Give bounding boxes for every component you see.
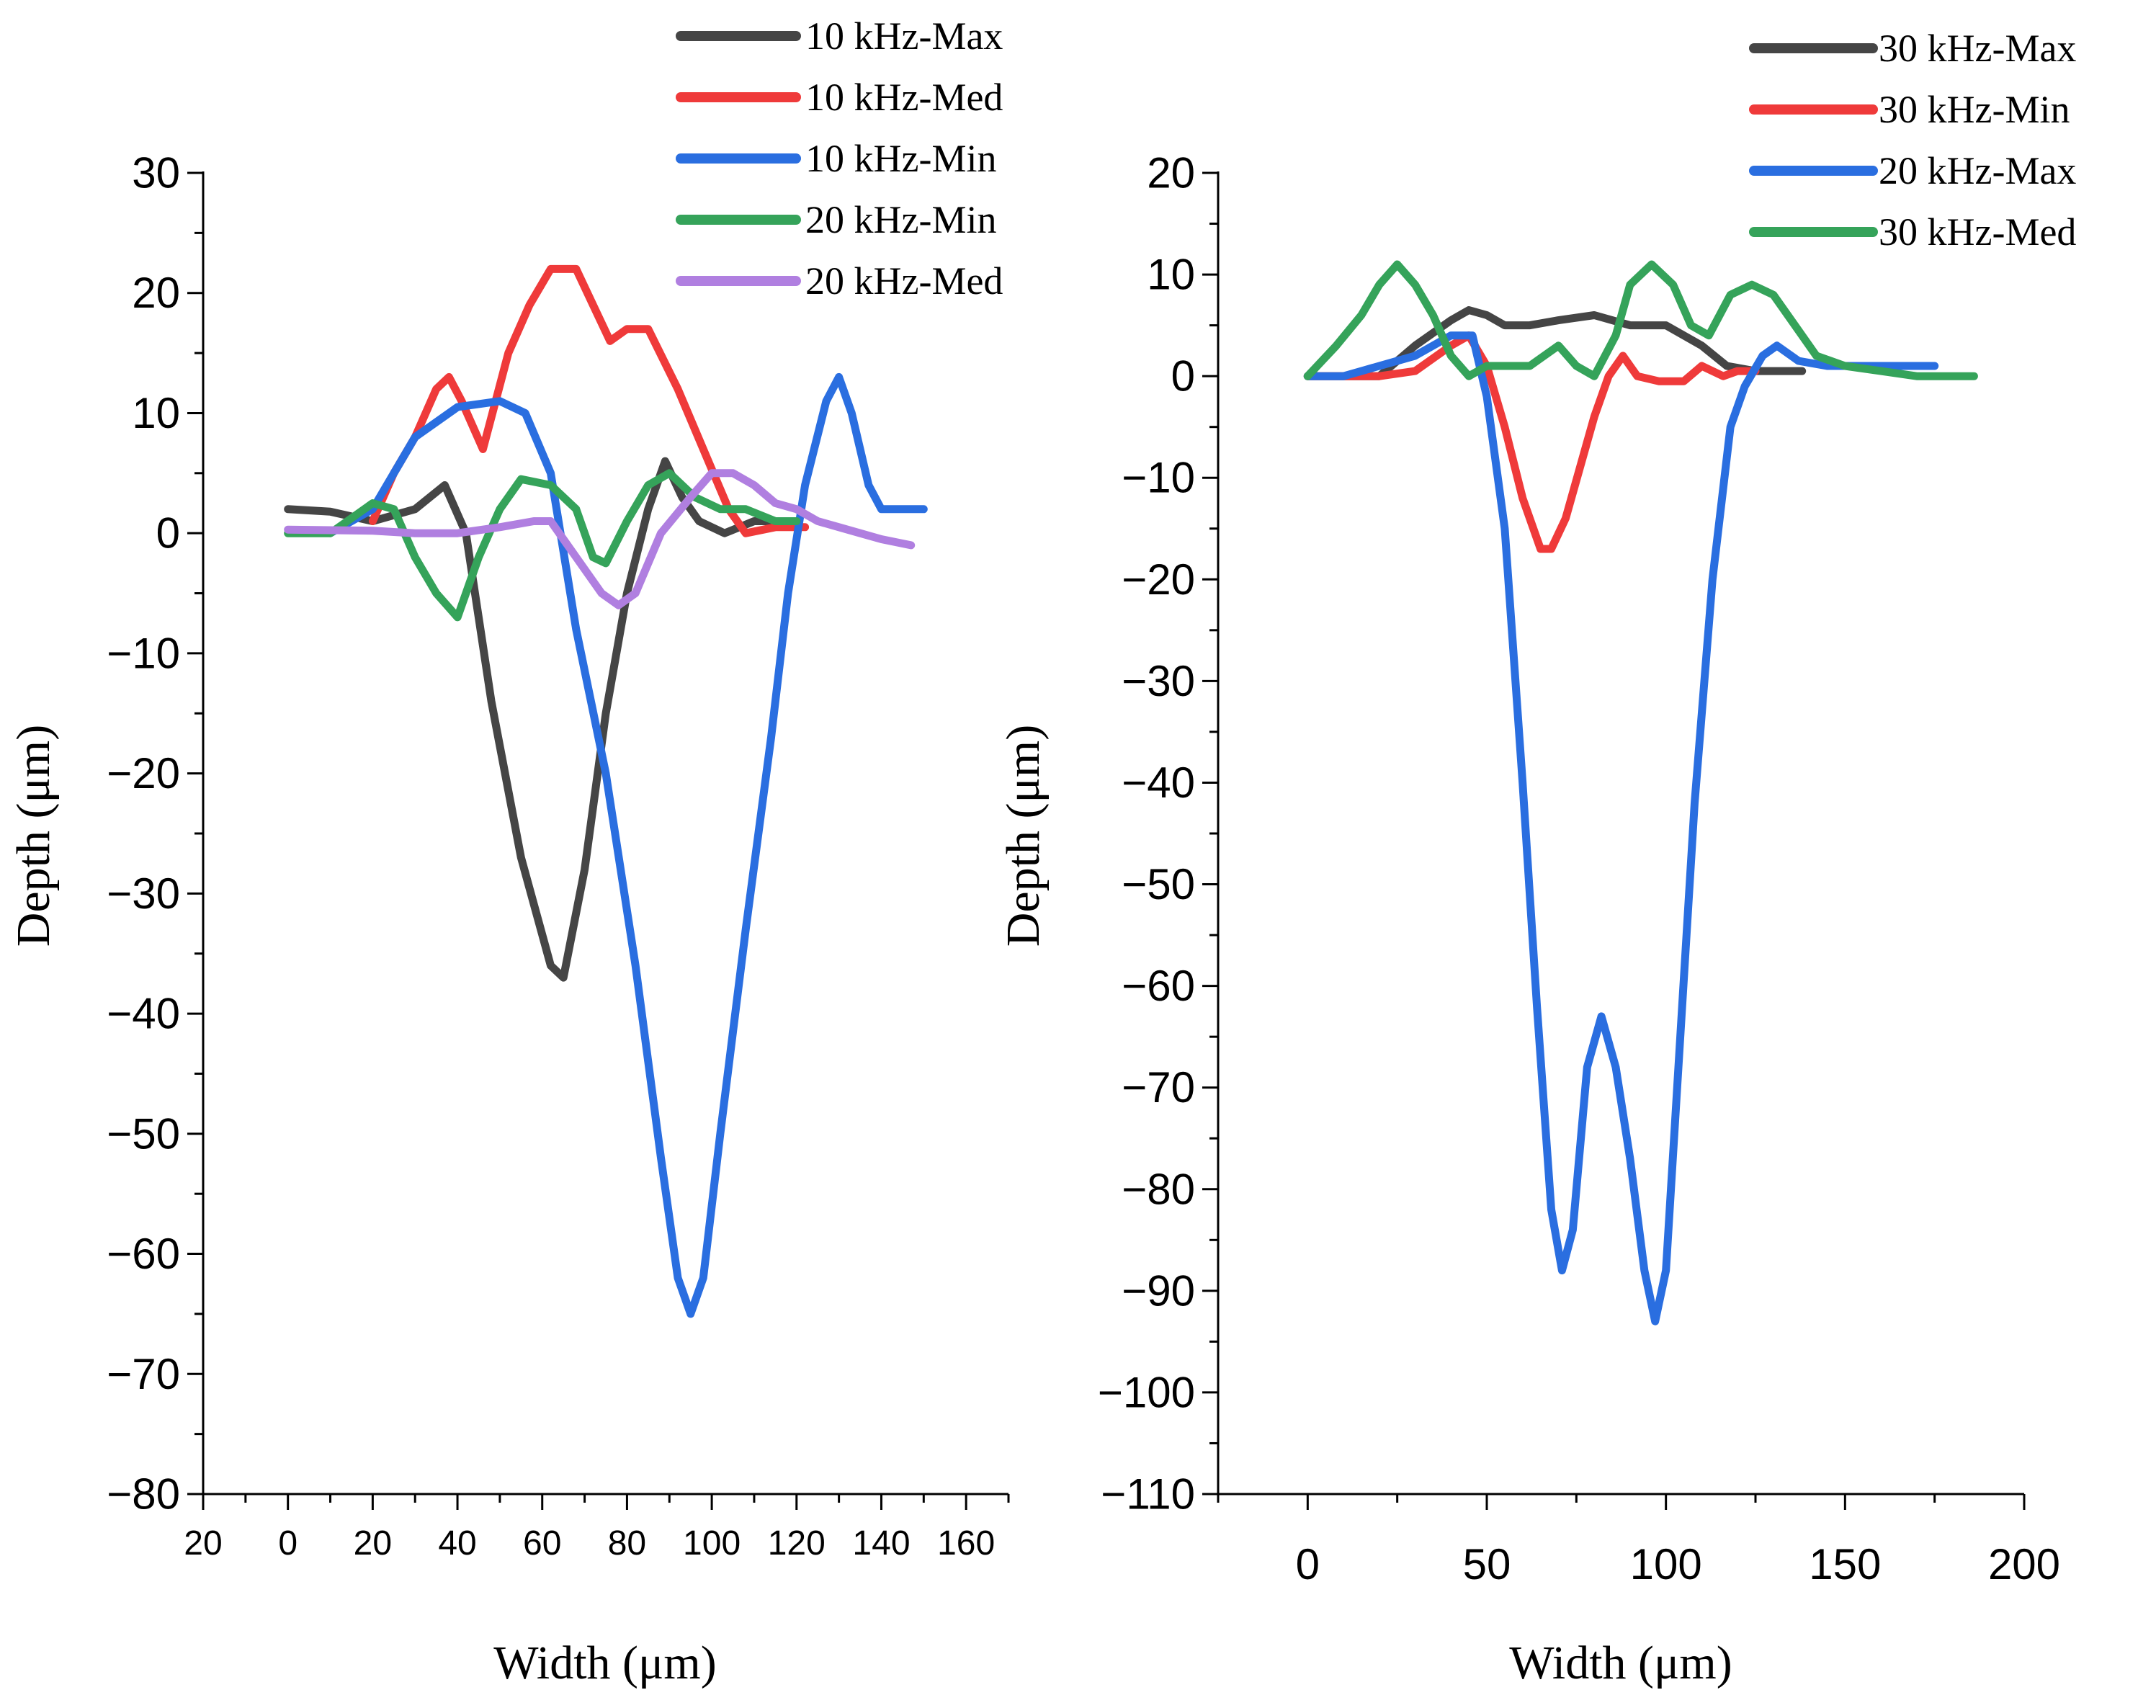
right-y-tick-label: −20: [1122, 555, 1195, 604]
right-y-tick-label: −50: [1122, 860, 1195, 908]
right-x-tick-label: 50: [1463, 1540, 1511, 1588]
left-y-tick-label: 10: [132, 389, 180, 437]
left-y-tick-label: −80: [107, 1470, 180, 1519]
left-x-tick-label: 100: [683, 1524, 741, 1562]
right-chart: 20100−10−20−30−40−50−60−70−80−90−100−110…: [997, 27, 2076, 1689]
legend-label: 10 kHz-Max: [805, 14, 1003, 58]
left-y-tick-label: −30: [107, 869, 180, 918]
right-series: [1303, 260, 1978, 1325]
right-y-tick-label: 0: [1171, 352, 1195, 401]
series-line-30-khz-min: [1303, 331, 1760, 553]
left-y-tick-label: −50: [107, 1109, 180, 1158]
left-y-tick-label: −60: [107, 1230, 180, 1278]
left-y-tick-label: 0: [156, 509, 180, 558]
right-y-tick-label: −90: [1122, 1266, 1195, 1315]
left-series: [284, 264, 928, 1318]
right-y-tick-label: −70: [1122, 1063, 1195, 1112]
right-y-tick-label: −80: [1122, 1165, 1195, 1213]
legend-label: 10 kHz-Med: [805, 76, 1003, 119]
right-ticks: 20100−10−20−30−40−50−60−70−80−90−100−110…: [1098, 149, 2060, 1589]
right-y-tick-label: −60: [1122, 962, 1195, 1010]
left-y-axis-title: Depth (μm): [7, 725, 60, 947]
right-y-tick-label: −40: [1122, 759, 1195, 807]
left-x-tick-label: 20: [354, 1524, 392, 1562]
right-y-tick-label: −30: [1122, 657, 1195, 705]
series-line-30-khz-max: [1303, 306, 1807, 380]
series-line-10-khz-med: [368, 264, 810, 537]
left-y-tick-label: 20: [132, 269, 180, 317]
left-x-tick-label: 20: [184, 1524, 222, 1562]
right-y-tick-label: 10: [1147, 251, 1195, 299]
right-y-tick-label: 20: [1147, 149, 1195, 197]
left-legend: 10 kHz-Max 10 kHz-Med 10 kHz-Min 20 kHz-Min…: [676, 14, 1003, 303]
series-line-30-khz-med: [1303, 260, 1978, 380]
legend-label: 20 kHz-Max: [1879, 149, 2076, 192]
series-line-20-khz-med: [284, 469, 916, 609]
series-line-20-khz-max: [1303, 331, 1939, 1325]
right-y-tick-label: −110: [1101, 1470, 1195, 1519]
right-x-axis-title: Width (μm): [1509, 1637, 1732, 1689]
right-x-tick-label: 100: [1630, 1540, 1702, 1588]
left-y-tick-label: 30: [132, 149, 180, 197]
right-x-tick-label: 150: [1809, 1540, 1881, 1588]
right-x-tick-label: 200: [1988, 1540, 2060, 1588]
left-y-tick-label: −10: [107, 629, 180, 677]
series-line-10-khz-min: [326, 372, 928, 1318]
left-x-tick-label: 40: [438, 1524, 476, 1562]
right-y-tick-label: −10: [1122, 454, 1195, 502]
left-x-tick-label: 120: [768, 1524, 826, 1562]
left-x-tick-label: 60: [523, 1524, 561, 1562]
left-x-tick-label: 0: [278, 1524, 298, 1562]
legend-label: 30 kHz-Med: [1879, 210, 2076, 254]
left-y-tick-label: −70: [107, 1350, 180, 1398]
left-x-tick-label: 160: [937, 1524, 995, 1562]
series-line-10-khz-max: [284, 457, 801, 982]
left-y-tick-label: −40: [107, 990, 180, 1038]
right-y-axis-title: Depth (μm): [997, 725, 1050, 947]
legend-label: 20 kHz-Med: [805, 259, 1003, 303]
left-y-tick-label: −20: [107, 749, 180, 797]
legend-label: 10 kHz-Min: [805, 137, 996, 180]
left-x-tick-label: 140: [852, 1524, 910, 1562]
left-x-tick-label: 80: [608, 1524, 646, 1562]
right-x-tick-label: 0: [1296, 1540, 1320, 1588]
legend-label: 20 kHz-Min: [805, 198, 996, 241]
right-y-tick-label: −100: [1098, 1368, 1195, 1416]
right-legend: 30 kHz-Max 30 kHz-Min 20 kHz-Max 30 kHz-Med: [1749, 27, 2076, 254]
legend-label: 30 kHz-Max: [1879, 27, 2076, 70]
left-x-axis-title: Width (μm): [493, 1637, 717, 1689]
legend-label: 30 kHz-Min: [1879, 88, 2070, 131]
